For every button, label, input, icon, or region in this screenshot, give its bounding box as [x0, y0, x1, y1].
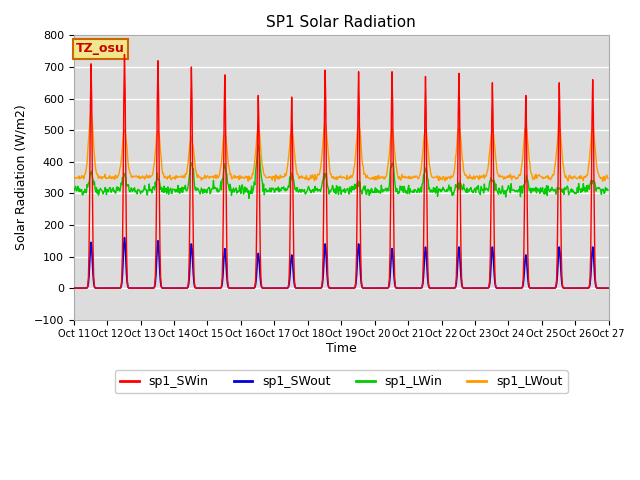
Legend: sp1_SWin, sp1_SWout, sp1_LWin, sp1_LWout: sp1_SWin, sp1_SWout, sp1_LWin, sp1_LWout — [115, 370, 568, 393]
Title: SP1 Solar Radiation: SP1 Solar Radiation — [266, 15, 416, 30]
X-axis label: Time: Time — [326, 342, 356, 355]
Text: TZ_osu: TZ_osu — [76, 42, 125, 56]
Y-axis label: Solar Radiation (W/m2): Solar Radiation (W/m2) — [15, 105, 28, 251]
